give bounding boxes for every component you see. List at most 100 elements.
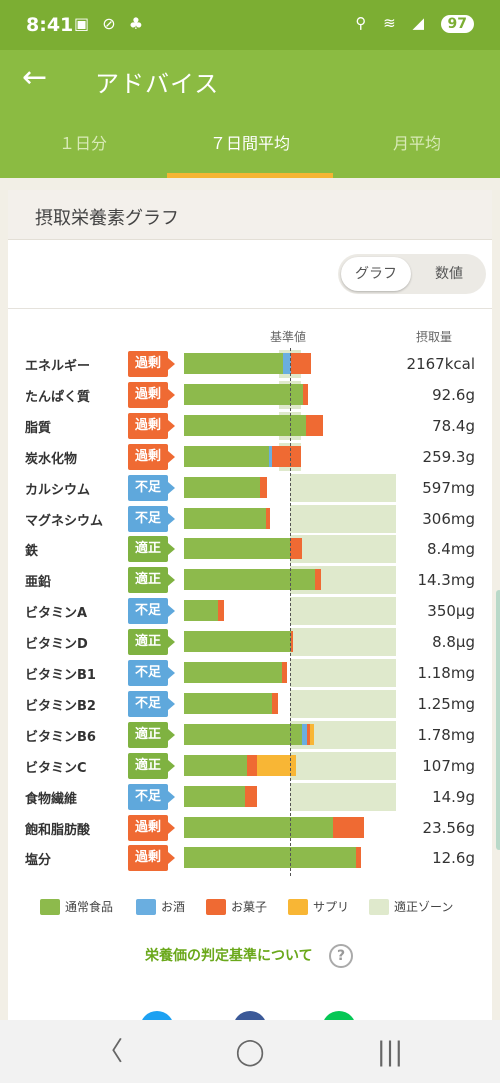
intake-value: 1.18mg (417, 664, 475, 682)
status-badge: 適正 (128, 536, 175, 563)
nutrient-name: ビタミンC (25, 760, 87, 776)
intake-value: 78.4g (432, 416, 475, 435)
bar-segment-food (184, 754, 247, 776)
tab-one-day[interactable]: １日分 (58, 134, 107, 153)
target-zone (290, 473, 396, 502)
nutrient-row: 飽和脂肪酸 過剰 23.56g (8, 813, 492, 844)
legend-swatch-food (40, 898, 60, 915)
intake-value: 8.8μg (432, 633, 475, 652)
reference-line (290, 348, 291, 876)
bar-segment-food (184, 507, 266, 529)
graph-view-button[interactable]: グラフ (341, 257, 411, 291)
nutrient-row: カルシウム 不足 597mg (8, 473, 492, 504)
bar-segment-food (184, 569, 316, 591)
nutrient-row: ビタミンC 適正 107mg (8, 751, 492, 782)
status-badge: 過剰 (128, 351, 175, 377)
bar-segment-sweets (302, 383, 309, 405)
criteria-link[interactable]: 栄養価の判定基準について (145, 948, 313, 964)
reference-column-header: 基準値 (270, 330, 307, 344)
nutrient-name: ビタミンD (25, 637, 88, 653)
bar-segment-food (184, 785, 246, 807)
nutrient-name: ビタミンB6 (25, 729, 96, 745)
target-zone (290, 689, 396, 718)
target-zone (290, 751, 396, 780)
numeric-view-button[interactable]: 数値 (435, 266, 463, 282)
bar-segment-sweets (271, 445, 301, 467)
active-tab-indicator (167, 173, 333, 178)
status-badge: 不足 (128, 660, 175, 686)
bar-segment-food (184, 847, 356, 869)
bar-segment-sweets (291, 353, 312, 374)
nutrient-name: マグネシウム (25, 513, 104, 529)
intake-value: 1.25mg (417, 694, 475, 713)
tab-monthly-average[interactable]: 月平均 (392, 134, 441, 153)
intake-value: 12.6g (432, 849, 475, 868)
status-badge: 不足 (128, 598, 175, 625)
legend-zone: 適正ゾーン (369, 898, 453, 920)
status-bar: 8:41 ▣ ⊘ ♣ ⚲ ≋ ◢ 97 (0, 0, 500, 50)
nutrient-row: 脂質 過剰 78.4g (8, 411, 492, 442)
back-arrow-icon[interactable]: ← (22, 60, 48, 95)
legend-swatch-zone (369, 898, 389, 915)
target-zone (290, 659, 396, 687)
scrollbar[interactable] (496, 590, 500, 850)
bar-segment-sweets (291, 631, 294, 653)
nav-recents-icon[interactable]: ||| (376, 1037, 404, 1067)
view-toggle: グラフ 数値 (338, 254, 486, 294)
legend-label-sweets: お菓子 (231, 900, 268, 914)
nav-home-icon[interactable]: ◯ (235, 1037, 265, 1067)
app-bar: ← アドバイス (0, 50, 500, 110)
nutrient-name: 鉄 (25, 544, 39, 560)
target-zone (290, 628, 396, 657)
bar-segment-food (184, 445, 269, 467)
system-navigation-bar: 〈 ◯ ||| (0, 1020, 500, 1083)
nutrient-name: ビタミンB2 (25, 698, 96, 714)
legend-swatch-sweets (206, 898, 226, 915)
help-icon[interactable]: ? (329, 944, 353, 968)
bar-segment-food (184, 383, 303, 405)
nutrient-row: マグネシウム 不足 306mg (8, 504, 492, 535)
bar-segment-food (184, 476, 261, 498)
nutrient-name: ビタミンA (25, 606, 88, 622)
battery-icon: 97 (440, 15, 474, 33)
status-badge: 適正 (128, 567, 175, 594)
nutrient-row: ビタミンD 適正 8.8μg (8, 627, 492, 658)
intake-value: 259.3g (422, 447, 475, 466)
tab-seven-day-average[interactable]: ７日間平均 (209, 134, 290, 153)
bar-segment-sweets (355, 847, 362, 869)
status-badge: 適正 (128, 752, 175, 779)
status-badge: 不足 (128, 690, 175, 717)
intake-value: 306mg (422, 509, 475, 528)
nutrient-name: 亜鉛 (25, 575, 52, 591)
bar-segment-food (184, 662, 282, 683)
legend-label-alcohol: お酒 (161, 900, 186, 914)
nutrient-row: たんぱく質 過剰 92.6g (8, 380, 492, 411)
status-time: 8:41 (26, 14, 74, 36)
bar-segment-sweets (281, 662, 287, 683)
status-badge: 過剰 (128, 814, 175, 841)
nutrient-name: 飽和脂肪酸 (25, 822, 91, 838)
status-badge: 不足 (128, 474, 175, 501)
bar-segment-sweets (265, 507, 270, 529)
status-badge: 適正 (128, 629, 175, 656)
nav-back-icon[interactable]: 〈 (96, 1037, 123, 1067)
intake-value: 8.4mg (427, 540, 475, 559)
legend-swatch-supplement (288, 898, 308, 915)
bar-segment-sweets (245, 785, 258, 807)
legend-swatch-alcohol (136, 898, 156, 915)
nutrient-row: ビタミンB1 不足 1.18mg (8, 658, 492, 689)
intake-value: 92.6g (432, 385, 475, 404)
bar-segment-food (184, 692, 272, 714)
status-badge: 過剰 (128, 443, 175, 470)
intake-value: 23.56g (422, 818, 475, 837)
nutrient-graph-card: 摂取栄養素グラフ グラフ 数値 基準値 摂取量 エネルギー 過剰 2167kcal た… (8, 190, 500, 1040)
nutrient-name: 脂質 (25, 420, 52, 436)
intake-value: 1.78mg (417, 725, 475, 744)
bar-segment-sweets (333, 816, 365, 838)
bar-segment-food (184, 723, 302, 745)
nutrient-name: 食物繊維 (25, 791, 78, 807)
nutrient-name: 塩分 (25, 853, 52, 869)
legend-alcohol: お酒 (136, 898, 185, 920)
bar-segment-food (184, 538, 290, 560)
nutrient-row: 食物繊維 不足 14.9g (8, 782, 492, 813)
